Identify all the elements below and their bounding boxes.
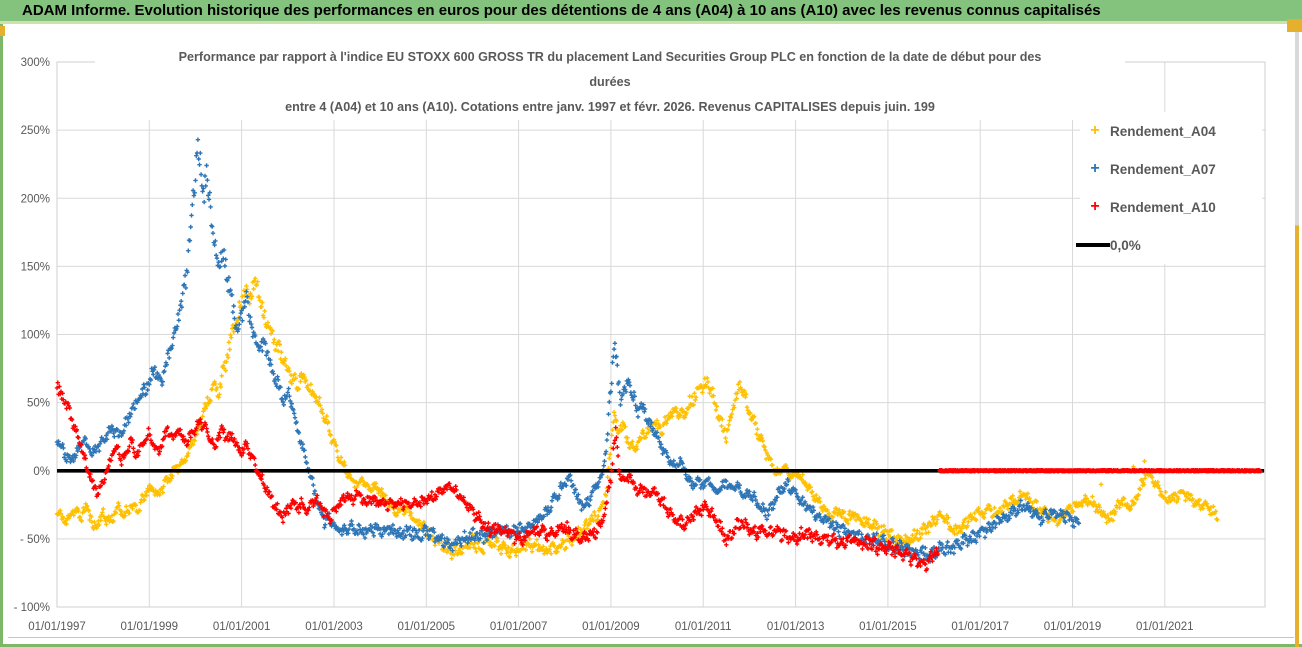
x-tick-label: 01/01/2001: [213, 621, 271, 633]
legend-label: 0,0%: [1110, 237, 1141, 253]
y-tick-label: 200%: [21, 193, 50, 205]
legend-item-rendement-a10: + Rendement_A10: [1080, 188, 1262, 226]
x-tick-label: 01/01/2011: [675, 621, 732, 633]
right-border: [1295, 27, 1299, 647]
x-tick-label: 01/01/1999: [121, 621, 179, 633]
y-tick-label: - 100%: [14, 602, 50, 614]
header-bar: ADAM Informe. Evolution historique des p…: [0, 0, 1302, 24]
series-rendement_a07: [54, 137, 1082, 564]
x-tick-label: 01/01/2021: [1136, 621, 1194, 633]
x-tick-label: 01/01/2009: [582, 621, 640, 633]
x-tick-label: 01/01/2003: [305, 621, 363, 633]
zero-line-marker-icon: [1076, 243, 1110, 247]
header-yellow-cap: [1287, 19, 1302, 32]
chart-title-line-3: entre 4 (A04) et 10 ans (A10). Cotations…: [285, 100, 935, 114]
bottom-border: [0, 644, 1302, 647]
legend-item-rendement-a04: + Rendement_A04: [1080, 112, 1262, 150]
legend-item-zero-line: 0,0%: [1076, 226, 1262, 264]
series-rendement_a10-zero-row: [937, 468, 1263, 474]
header-title: ADAM Informe. Evolution historique des p…: [22, 2, 1101, 19]
x-tick-label: 01/01/1997: [28, 621, 86, 633]
x-tick-label: 01/01/2013: [767, 621, 825, 633]
plus-marker-icon: +: [1090, 198, 1100, 215]
y-tick-label: 100%: [21, 330, 50, 342]
y-tick-label: 250%: [21, 125, 50, 137]
plus-marker-icon: +: [1090, 160, 1100, 177]
chart-title: Performance par rapport à l'indice EU ST…: [95, 45, 1125, 120]
y-tick-label: - 50%: [20, 534, 50, 546]
y-tick-label: 0%: [33, 466, 50, 478]
chart-bottom-rule: [8, 637, 1294, 638]
chart-title-line-1: Performance par rapport à l'indice EU ST…: [178, 50, 1042, 64]
legend-label: Rendement_A10: [1110, 199, 1216, 215]
chart-title-line-2: durées: [589, 75, 631, 89]
y-tick-label: 150%: [21, 261, 50, 273]
legend-label: Rendement_A04: [1110, 123, 1216, 139]
y-tick-label: 300%: [21, 57, 50, 69]
legend-label: Rendement_A07: [1110, 161, 1216, 177]
series-rendement_a10: [54, 380, 941, 573]
left-border-yellow-cap: [0, 26, 5, 36]
series-rendement_a04: [54, 276, 1220, 561]
chart-legend: + Rendement_A04 + Rendement_A07 + Rendem…: [1076, 112, 1262, 264]
x-tick-label: 01/01/2005: [398, 621, 456, 633]
x-tick-label: 01/01/2019: [1044, 621, 1102, 633]
plus-marker-icon: +: [1090, 122, 1100, 139]
x-tick-label: 01/01/2015: [859, 621, 917, 633]
x-tick-label: 01/01/2007: [490, 621, 548, 633]
y-tick-label: 50%: [27, 398, 50, 410]
legend-item-rendement-a07: + Rendement_A07: [1080, 150, 1262, 188]
x-tick-label: 01/01/2017: [951, 621, 1009, 633]
left-border: [0, 24, 3, 647]
